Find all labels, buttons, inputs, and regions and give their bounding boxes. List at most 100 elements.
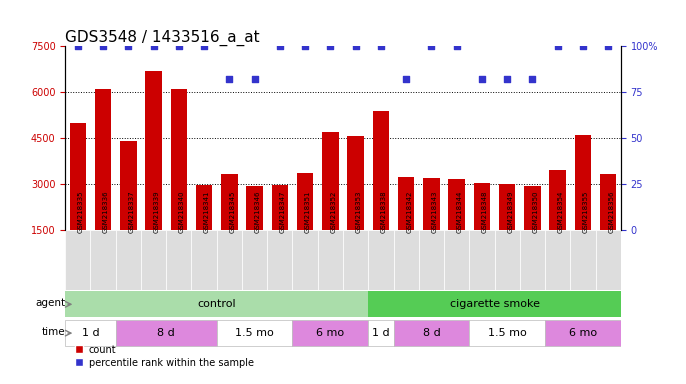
Text: GSM218349: GSM218349	[507, 191, 513, 233]
Bar	[520, 230, 545, 290]
Text: 1 d: 1 d	[372, 328, 390, 338]
Text: control: control	[198, 299, 236, 310]
Text: GSM218346: GSM218346	[255, 191, 261, 233]
Text: GSM218353: GSM218353	[355, 191, 362, 233]
Point	[477, 76, 488, 82]
Point	[249, 76, 260, 82]
Point	[274, 43, 285, 49]
Text: GSM218339: GSM218339	[154, 191, 160, 233]
Text: 8 d: 8 d	[423, 328, 440, 338]
Text: GSM218338: GSM218338	[381, 191, 387, 233]
Point	[148, 43, 159, 49]
Bar	[449, 179, 465, 230]
Text: GSM218352: GSM218352	[331, 191, 336, 233]
Bar	[292, 320, 368, 346]
Bar	[221, 174, 237, 230]
Bar	[495, 230, 520, 290]
Text: GSM218335: GSM218335	[78, 191, 84, 233]
Bar	[444, 230, 469, 290]
Bar	[524, 185, 541, 230]
Point	[123, 43, 134, 49]
Bar	[545, 230, 570, 290]
Text: agent: agent	[35, 298, 65, 308]
Text: GSM218351: GSM218351	[305, 191, 311, 233]
Bar	[394, 320, 469, 346]
Bar	[368, 320, 394, 346]
Text: 6 mo: 6 mo	[569, 328, 597, 338]
Text: 1.5 mo: 1.5 mo	[488, 328, 527, 338]
Point	[174, 43, 185, 49]
Bar	[120, 141, 137, 230]
Bar	[69, 123, 86, 230]
Point	[97, 43, 108, 49]
Bar	[217, 320, 292, 346]
Bar	[196, 185, 212, 230]
Text: 6 mo: 6 mo	[316, 328, 344, 338]
Bar	[217, 230, 242, 290]
Bar	[600, 174, 617, 230]
Point	[350, 43, 361, 49]
Point	[72, 43, 83, 49]
Bar	[368, 230, 394, 290]
Bar	[272, 185, 288, 230]
Bar	[141, 230, 166, 290]
Bar	[372, 111, 389, 230]
Bar	[423, 177, 440, 230]
Text: GSM218340: GSM218340	[179, 191, 185, 233]
Bar	[322, 132, 339, 230]
Text: GSM218350: GSM218350	[532, 191, 539, 233]
Bar	[595, 230, 621, 290]
Text: GSM218355: GSM218355	[583, 191, 589, 233]
Bar	[469, 230, 495, 290]
Bar	[191, 230, 217, 290]
Point	[375, 43, 386, 49]
Bar	[570, 230, 595, 290]
Bar	[292, 230, 318, 290]
Point	[451, 43, 462, 49]
Bar	[91, 230, 116, 290]
Text: time: time	[42, 327, 65, 337]
Text: 1 d: 1 d	[82, 328, 99, 338]
Bar	[499, 184, 515, 230]
Text: cigarette smoke: cigarette smoke	[449, 299, 540, 310]
Text: GSM218348: GSM218348	[482, 191, 488, 233]
Point	[578, 43, 589, 49]
Bar	[65, 320, 116, 346]
Bar	[474, 183, 490, 230]
Bar	[394, 230, 418, 290]
Text: GSM218337: GSM218337	[128, 191, 134, 233]
Bar	[268, 230, 292, 290]
Text: GSM218342: GSM218342	[406, 191, 412, 233]
Bar	[171, 89, 187, 230]
Point	[224, 76, 235, 82]
Text: GSM218344: GSM218344	[457, 191, 462, 233]
Point	[501, 76, 512, 82]
Legend: count, percentile rank within the sample: count, percentile rank within the sample	[70, 341, 257, 371]
Bar	[246, 186, 263, 230]
Text: GSM218345: GSM218345	[229, 191, 235, 233]
Bar	[65, 230, 91, 290]
Bar	[166, 230, 191, 290]
Bar	[318, 230, 343, 290]
Text: GSM218343: GSM218343	[431, 191, 438, 233]
Bar	[575, 135, 591, 230]
Text: 8 d: 8 d	[157, 328, 175, 338]
Bar	[95, 89, 111, 230]
Point	[603, 43, 614, 49]
Text: GSM218347: GSM218347	[280, 191, 286, 233]
Text: GSM218336: GSM218336	[103, 191, 109, 233]
Bar	[398, 177, 414, 230]
Bar	[418, 230, 444, 290]
Bar	[65, 291, 368, 317]
Bar	[347, 136, 364, 230]
Point	[552, 43, 563, 49]
Bar	[549, 170, 566, 230]
Point	[300, 43, 311, 49]
Bar	[116, 320, 217, 346]
Text: GDS3548 / 1433516_a_at: GDS3548 / 1433516_a_at	[65, 30, 260, 46]
Bar	[545, 320, 621, 346]
Bar	[145, 71, 162, 230]
Bar	[297, 173, 314, 230]
Bar	[469, 320, 545, 346]
Bar	[116, 230, 141, 290]
